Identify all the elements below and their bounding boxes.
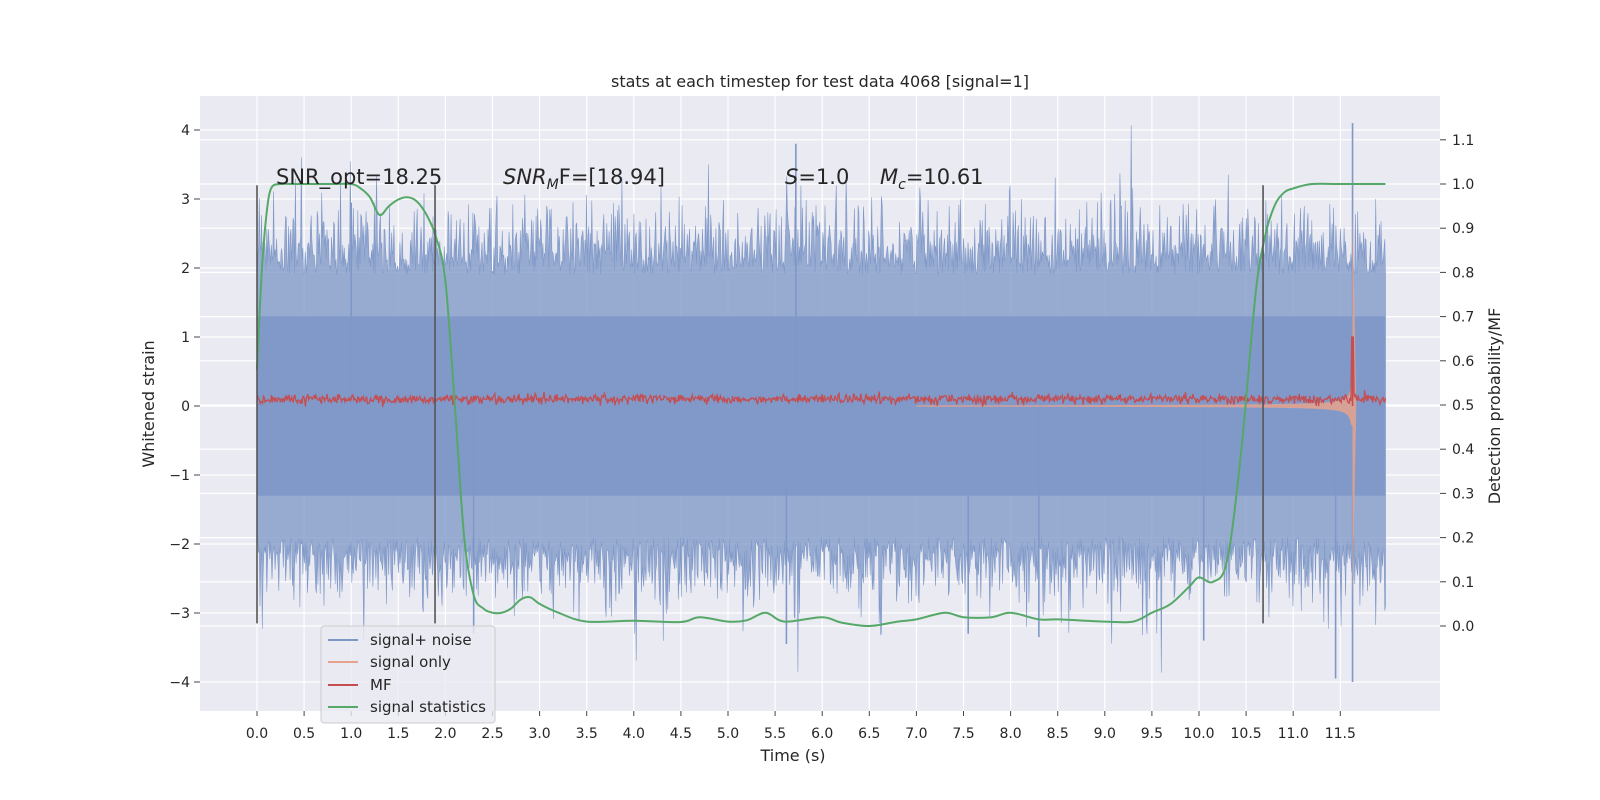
y-axis-label: Whitened strain — [139, 340, 158, 467]
x-tick-label-11: 5.5 — [764, 726, 786, 742]
y2-tick-labels: 1.1 1.0 0.9 0.8 0.7 0.6 0.5 0.4 0.3 0.2 0.1 0.0 — [1440, 133, 1474, 635]
y-tick-label-5: −1 — [169, 468, 190, 484]
annotations: SNR_opt=18.25 SNRMF=[18.94] S=1.0 Mc=10.… — [276, 165, 984, 193]
legend: signal+ noise signal only MF signal stat… — [320, 625, 496, 724]
annotation-s-rest: =1.0 — [798, 165, 849, 189]
x-tick-label-13: 6.5 — [858, 726, 880, 742]
legend-label-signal-statistics: signal statistics — [370, 698, 486, 716]
y-tick-label-4: 0 — [181, 399, 190, 415]
series-layer — [256, 123, 1387, 682]
x-tick-label-2: 1.0 — [340, 726, 362, 742]
y2-tick-label-1: 1.0 — [1452, 177, 1474, 193]
x-axis-label: Time (s) — [759, 746, 825, 765]
vertical-markers — [256, 185, 1264, 624]
x-tick-label-9: 4.5 — [670, 726, 692, 742]
y-tick-label-6: −2 — [169, 537, 190, 553]
series-mf — [256, 336, 1387, 408]
x-tick-label-23: 11.5 — [1325, 726, 1356, 742]
series-signal-statistics — [256, 182, 1386, 628]
x-tick-label-1: 0.5 — [293, 726, 315, 742]
x-tick-label-18: 9.0 — [1094, 726, 1116, 742]
y-tick-label-8: −4 — [169, 675, 190, 691]
annotation-snr-mf: SNRMF=[18.94] — [503, 165, 665, 193]
x-tick-label-4: 2.0 — [434, 726, 456, 742]
y2-tick-label-10: 0.1 — [1452, 575, 1474, 591]
annotation-snr-mf-name: SNR — [503, 165, 547, 189]
y-tick-label-7: −3 — [169, 606, 190, 622]
y-tick-label-1: 3 — [181, 192, 190, 208]
legend-label-mf: MF — [370, 676, 392, 694]
y-tick-label-0: 4 — [181, 123, 190, 139]
y2-axis-label: Detection probability/MF — [1485, 308, 1504, 505]
x-tick-label-5: 2.5 — [481, 726, 503, 742]
y2-tick-label-11: 0.0 — [1452, 619, 1474, 635]
y2-tick-label-2: 0.9 — [1452, 221, 1474, 237]
legend-label-signal-noise: signal+ noise — [370, 631, 472, 649]
annotation-s-name: S — [785, 165, 798, 189]
x-tick-label-17: 8.5 — [1047, 726, 1069, 742]
x-tick-label-3: 1.5 — [387, 726, 409, 742]
x-tick-label-15: 7.5 — [952, 726, 974, 742]
y-tick-label-3: 1 — [181, 330, 190, 346]
x-tick-label-19: 9.5 — [1141, 726, 1163, 742]
x-tick-label-6: 3.0 — [528, 726, 550, 742]
y-tick-labels: 4 3 2 1 0 −1 −2 −3 −4 — [169, 123, 200, 691]
annotation-snr-mf-sub: M — [547, 177, 559, 193]
y2-tick-label-0: 1.1 — [1452, 133, 1474, 149]
y2-tick-label-7: 0.4 — [1452, 442, 1474, 458]
y2-tick-label-6: 0.5 — [1452, 398, 1474, 414]
x-tick-label-14: 7.0 — [905, 726, 927, 742]
x-tick-label-22: 11.0 — [1278, 726, 1309, 742]
y-tick-label-2: 2 — [181, 261, 190, 277]
x-tick-label-12: 6.0 — [811, 726, 833, 742]
y2-tick-label-5: 0.6 — [1452, 354, 1474, 370]
annotation-mc-rest: =10.61 — [906, 165, 984, 189]
x-tick-label-10: 5.0 — [717, 726, 739, 742]
legend-label-signal-only: signal only — [370, 653, 451, 671]
y2-tick-label-4: 0.7 — [1452, 310, 1474, 326]
annotation-mc-name: M — [880, 165, 898, 189]
y2-tick-label-9: 0.2 — [1452, 531, 1474, 547]
legend-box — [320, 625, 496, 724]
x-tick-label-21: 10.5 — [1231, 726, 1262, 742]
y2-tick-label-3: 0.8 — [1452, 265, 1474, 281]
y2-tick-label-8: 0.3 — [1452, 486, 1474, 502]
x-tick-label-7: 3.5 — [576, 726, 598, 742]
x-tick-label-20: 10.0 — [1183, 726, 1214, 742]
x-tick-labels: 0.0 0.5 1.0 1.5 2.0 2.5 3.0 3.5 4.0 4.5 5.0 5.5 6.0 6… — [246, 711, 1356, 742]
annotation-snr-mf-rest: F=[18.94] — [559, 165, 665, 189]
x-tick-label-8: 4.0 — [623, 726, 645, 742]
annotation-s: S=1.0 — [785, 165, 849, 189]
chart-title: stats at each timestep for test data 406… — [611, 72, 1029, 91]
annotation-mc-sub: c — [898, 177, 906, 193]
annotation-snr-opt: SNR_opt=18.25 — [276, 165, 442, 190]
x-tick-label-0: 0.0 — [246, 726, 268, 742]
annotation-mc: Mc=10.61 — [880, 165, 984, 193]
x-tick-label-16: 8.0 — [999, 726, 1021, 742]
